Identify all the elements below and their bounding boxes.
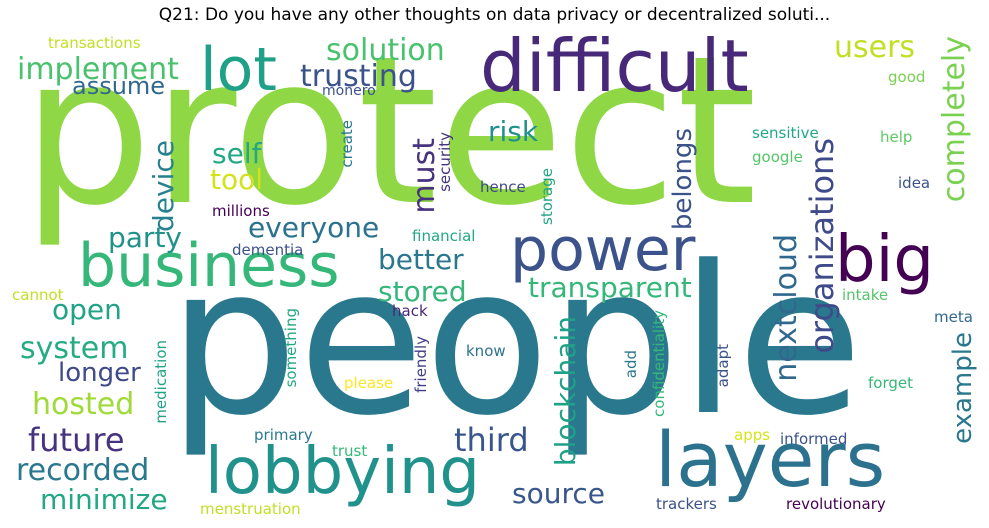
word-example: example bbox=[948, 332, 978, 444]
word-layers: layers bbox=[655, 415, 886, 504]
word-know: know bbox=[466, 342, 506, 360]
word-medication: medication bbox=[152, 340, 170, 424]
word-device: device bbox=[147, 140, 180, 232]
word-something: something bbox=[282, 308, 300, 388]
word-future: future bbox=[28, 421, 125, 459]
word-users: users bbox=[834, 30, 916, 65]
word-google: google bbox=[752, 148, 803, 166]
word-third: third bbox=[454, 421, 529, 459]
word-create: create bbox=[338, 120, 356, 168]
word-millions: millions bbox=[212, 202, 270, 220]
word-add: add bbox=[622, 350, 640, 379]
word-security: security bbox=[436, 132, 454, 192]
word-solution: solution bbox=[326, 33, 445, 68]
word-transparent: transparent bbox=[528, 271, 692, 304]
word-big: big bbox=[835, 223, 935, 297]
word-hence: hence bbox=[480, 178, 526, 196]
word-belongs: belongs bbox=[668, 128, 698, 231]
word-minimize: minimize bbox=[40, 483, 168, 516]
word-trusting: trusting bbox=[300, 59, 417, 94]
word-people: people bbox=[168, 223, 863, 461]
word-friendly: friendly bbox=[412, 336, 430, 393]
word-recorded: recorded bbox=[16, 453, 150, 488]
word-protect: protect bbox=[22, 13, 757, 251]
word-menstruation: menstruation bbox=[200, 500, 301, 518]
word-trackers: trackers bbox=[656, 495, 717, 513]
word-better: better bbox=[378, 243, 464, 276]
word-implement: implement bbox=[17, 52, 179, 87]
word-dementia: dementia bbox=[232, 241, 304, 259]
word-tool: tool bbox=[210, 163, 264, 196]
word-please: please bbox=[344, 374, 394, 392]
word-business: business bbox=[78, 231, 340, 301]
word-blockchain: blockchain bbox=[549, 316, 582, 467]
word-nextcloud: nextcloud bbox=[769, 234, 804, 382]
word-financial: financial bbox=[412, 227, 476, 245]
word-monero: monero bbox=[322, 83, 376, 99]
word-organizations: organizations bbox=[803, 138, 841, 354]
word-informed: informed bbox=[780, 430, 848, 448]
word-lobbying: lobbying bbox=[205, 435, 481, 509]
word-confidentiality: confidentiality bbox=[650, 310, 668, 417]
word-primary: primary bbox=[254, 426, 313, 444]
word-storage: storage bbox=[538, 168, 556, 225]
word-adapt: adapt bbox=[714, 344, 732, 388]
word-system: system bbox=[20, 331, 129, 366]
word-transactions: transactions bbox=[48, 34, 141, 52]
word-cannot: cannot bbox=[12, 286, 64, 304]
word-hack: hack bbox=[392, 302, 428, 320]
word-power: power bbox=[510, 215, 696, 285]
word-longer: longer bbox=[58, 358, 141, 388]
word-good: good bbox=[888, 68, 926, 86]
word-lot: lot bbox=[200, 35, 277, 105]
word-meta: meta bbox=[934, 308, 973, 326]
word-idea: idea bbox=[898, 174, 931, 192]
word-completely: completely bbox=[937, 36, 972, 203]
word-self: self bbox=[212, 137, 262, 170]
word-revolutionary: revolutionary bbox=[786, 495, 886, 513]
word-risk: risk bbox=[488, 115, 539, 148]
word-forget: forget bbox=[868, 374, 913, 392]
word-hosted: hosted bbox=[32, 387, 135, 422]
word-help: help bbox=[880, 128, 913, 146]
word-party: party bbox=[108, 221, 182, 254]
word-trust: trust bbox=[332, 442, 368, 460]
word-open: open bbox=[52, 293, 122, 326]
word-assume: assume bbox=[72, 72, 166, 100]
word-intake: intake bbox=[842, 286, 889, 304]
word-everyone: everyone bbox=[248, 211, 380, 244]
word-source: source bbox=[512, 477, 605, 510]
word-apps: apps bbox=[734, 426, 771, 444]
word-difficult: difficult bbox=[480, 24, 749, 108]
word-stored: stored bbox=[378, 275, 467, 308]
chart-title: Q21: Do you have any other thoughts on d… bbox=[158, 5, 831, 25]
word-sensitive: sensitive bbox=[752, 124, 819, 142]
